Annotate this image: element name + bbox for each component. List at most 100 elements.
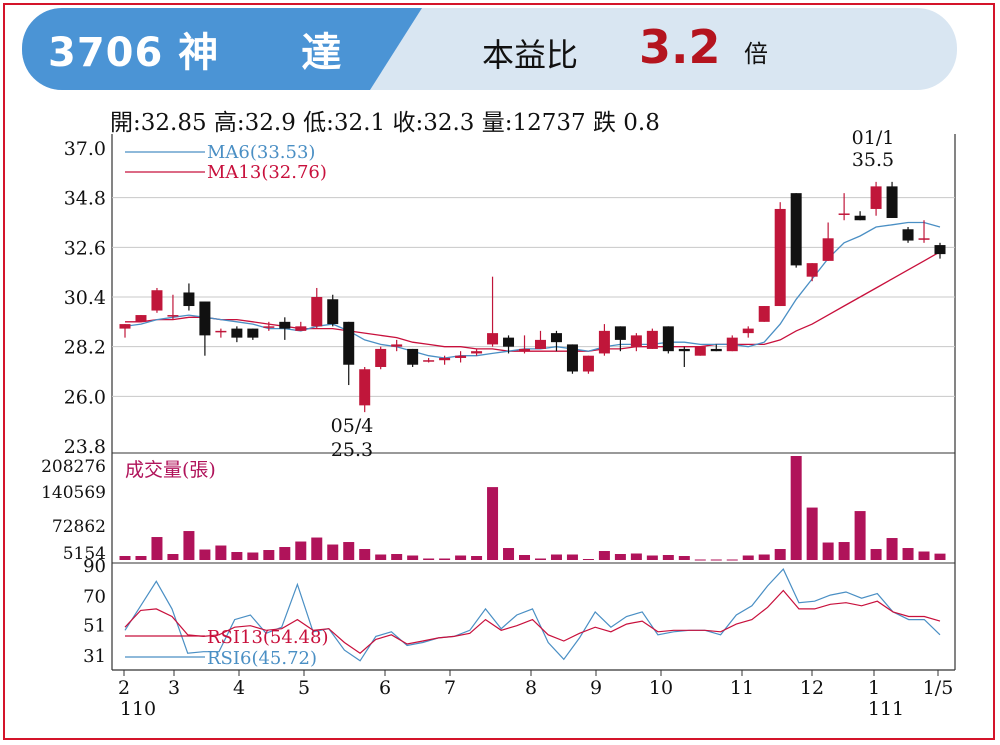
volume-tick-label: 208276 — [41, 457, 106, 477]
candle-body — [598, 330, 610, 354]
volume-bar — [295, 541, 307, 560]
ticker-tab — [22, 8, 422, 90]
price-tick-label: 23.8 — [64, 436, 106, 458]
volume-bar — [135, 556, 147, 560]
volume-bar — [870, 549, 882, 560]
price-tick-label: 30.4 — [64, 287, 106, 309]
candle-body — [758, 306, 770, 322]
candle-body — [534, 339, 546, 349]
volume-bar — [455, 555, 467, 560]
volume-bar — [231, 552, 243, 560]
pe-ratio-unit: 倍 — [744, 40, 768, 68]
volume-bar — [311, 537, 323, 560]
candle-body — [455, 355, 467, 358]
volume-bar — [119, 556, 131, 560]
volume-bar — [838, 542, 850, 560]
volume-bar — [918, 551, 930, 560]
candle-body — [231, 328, 243, 338]
candle-body — [119, 324, 131, 329]
volume-bar — [806, 507, 818, 560]
volume-tick-label: 5154 — [63, 544, 106, 564]
volume-bar — [151, 537, 163, 560]
volume-bar — [375, 554, 387, 560]
candle-body — [726, 337, 738, 352]
rsi-tick-label: 90 — [83, 556, 106, 577]
candle-body — [135, 315, 147, 322]
volume-bar — [662, 555, 674, 560]
candle-body — [151, 290, 163, 311]
candle-body — [487, 333, 499, 345]
candle-body — [614, 326, 626, 340]
x-tick-label: 10 — [649, 677, 673, 699]
volume-bar — [279, 547, 291, 560]
candle-body — [918, 238, 930, 240]
rsi-tick-label: 31 — [83, 646, 106, 667]
volume-title: 成交量(張) — [125, 459, 216, 481]
candle-body — [359, 369, 371, 406]
volume-bar — [550, 554, 562, 560]
x-tick-label: 1 — [868, 677, 880, 699]
low-value-annotation: 25.3 — [331, 439, 373, 461]
candle-body — [630, 335, 642, 347]
volume-bar — [742, 555, 754, 560]
candle-body — [662, 326, 674, 352]
candle-body — [327, 299, 339, 325]
pe-ratio-value: 3.2 — [639, 20, 721, 74]
x-tick-label: 3 — [168, 677, 180, 699]
x-tick-label: 5 — [298, 677, 310, 699]
volume-bar — [199, 549, 211, 560]
candle-body — [582, 355, 594, 372]
volume-bar — [822, 542, 834, 560]
candle-body — [694, 346, 706, 356]
candle-body — [774, 208, 786, 307]
candle-body — [710, 348, 722, 352]
volume-bar — [646, 555, 658, 560]
volume-bar — [215, 545, 227, 560]
volume-bar — [934, 553, 946, 560]
volume-bar — [183, 531, 195, 560]
candle-body — [215, 330, 227, 333]
candle-body — [550, 333, 562, 343]
candle-body — [790, 193, 802, 266]
volume-bar — [519, 555, 531, 560]
volume-bar — [566, 554, 578, 560]
volume-bar — [167, 554, 179, 560]
x-tick-label: 12 — [800, 677, 824, 699]
rsi13-line — [124, 589, 941, 654]
volume-bar — [902, 548, 914, 560]
volume-bar — [534, 558, 546, 560]
volume-bar — [886, 538, 898, 560]
volume-bar — [263, 550, 275, 560]
header-banner: 3706 神 達 本益比 3.2 倍 — [22, 8, 957, 90]
rsi-tick-label: 51 — [83, 616, 106, 637]
volume-bar — [598, 551, 610, 560]
ma13-line — [125, 251, 941, 352]
rsi6-legend-label: RSI6(45.72) — [207, 648, 317, 669]
volume-bar — [678, 556, 690, 560]
volume-bar — [710, 559, 722, 561]
volume-bar — [582, 559, 594, 561]
x-tick-label: 11 — [730, 677, 754, 699]
candle-body — [503, 337, 515, 347]
candle-body — [407, 348, 419, 365]
volume-bar — [694, 559, 706, 561]
candle-body — [519, 348, 531, 352]
candle-body — [199, 301, 211, 336]
candle-body — [375, 348, 387, 367]
price-quote-line: 開:32.85 高:32.9 低:32.1 收:32.3 量:12737 跌 0… — [110, 110, 660, 136]
year-label-111: 111 — [868, 698, 904, 720]
volume-bar — [407, 555, 419, 560]
candle-body — [471, 351, 483, 354]
volume-bar — [774, 549, 786, 560]
candle-body — [646, 330, 658, 349]
candle-body — [247, 328, 259, 338]
candle-body — [423, 360, 435, 362]
candle-body — [391, 344, 403, 347]
candle-body — [806, 263, 818, 277]
candle-body — [566, 344, 578, 372]
year-label-110: 110 — [120, 698, 156, 720]
volume-bar — [854, 511, 866, 560]
candle-body — [838, 213, 850, 215]
x-tick-label: 1/5 — [923, 677, 954, 699]
x-tick-label: 9 — [590, 677, 602, 699]
